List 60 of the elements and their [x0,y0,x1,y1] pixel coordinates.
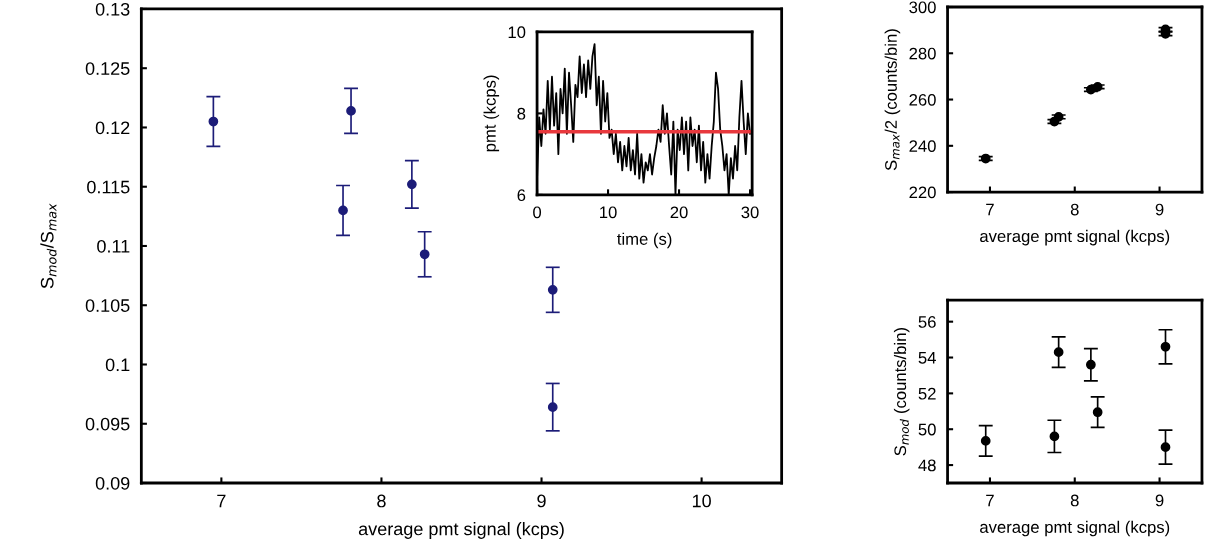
x-tick-label: 7 [986,494,994,507]
y-tick-label: 220 [909,186,936,199]
y-tick-label: 260 [909,93,936,106]
y-tick-label: 0.13 [95,2,130,16]
x-tick-label: 0 [533,206,542,219]
x-tick-label: 8 [1070,203,1079,216]
x-tick-label: 7 [986,203,994,216]
y-tick-label: 50 [918,423,936,436]
point [419,249,430,260]
point [547,284,558,295]
y-tick-label: 0.115 [87,180,130,194]
point [208,116,219,127]
point [547,402,558,413]
y-tick-label: 10 [508,26,526,39]
x-axis-title: average pmt signal (kcps) [980,520,1170,537]
y-tick-label: 54 [918,352,936,364]
x-axis-title: average pmt signal (kcps) [980,229,1170,246]
point [1092,407,1103,418]
point [1086,359,1096,370]
x-tick-label: 10 [600,206,617,219]
x-tick-label: 7 [217,494,226,508]
y-tick-label: 240 [909,140,936,153]
x-tick-label: 10 [692,494,711,508]
y-tick-label: 0.12 [95,121,130,135]
x-tick-label: 9 [1155,203,1164,216]
x-tick-label: 20 [670,206,688,219]
x-axis-title: average pmt signal (kcps) [358,522,564,539]
y-tick-label: 280 [909,47,936,60]
point [1160,442,1171,453]
x-tick-label: 9 [1155,494,1164,507]
y-tick-label: 0.095 [85,417,130,431]
x-tick-label: 8 [1070,494,1079,507]
point [980,436,991,446]
y-tick-label: 0.105 [85,299,130,312]
y-tick-label: 8 [517,107,526,120]
point [1160,341,1171,352]
y-tick-label: 0.11 [97,239,130,253]
point [1049,431,1060,442]
point [1053,347,1064,358]
y-tick-label: 56 [918,316,936,328]
point [338,205,348,216]
x-axis-title: time (s) [617,232,672,249]
y-axis-title: S$_{mod}$ (counts/bin) [893,328,910,456]
y-axis-title: S$_{mod}$/S$_{max}$ [40,203,57,289]
point [407,179,417,190]
y-tick-label: 300 [909,1,936,14]
y-tick-label: 6 [517,189,526,202]
point [1053,112,1064,122]
y-tick-label: 48 [918,459,936,472]
y-axis-title: pmt (kcps) [483,75,500,152]
x-tick-label: 8 [377,494,386,508]
y-tick-label: 52 [918,387,936,400]
point [980,153,991,164]
y-tick-label: 0.1 [105,358,130,372]
point [346,106,356,116]
y-tick-label: 0.125 [85,62,130,75]
x-tick-label: 30 [741,206,759,219]
y-tick-label: 0.09 [95,476,130,490]
x-tick-label: 9 [537,494,546,508]
y-axis-title: S$_{max}$/2 (counts/bin) [884,29,901,171]
